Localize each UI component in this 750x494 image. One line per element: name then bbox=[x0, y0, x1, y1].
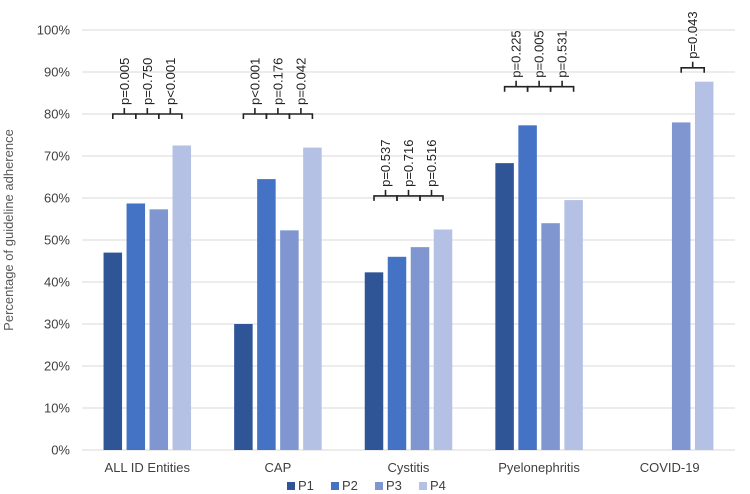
y-tick-label: 10% bbox=[44, 401, 70, 416]
legend-swatch bbox=[331, 482, 339, 490]
y-tick-label: 80% bbox=[44, 107, 70, 122]
bar-p2-3 bbox=[518, 125, 537, 450]
significance-annotations: p=0.005 p=0.750 p<0.001 p<0.001 p=0.176 p=0.0… bbox=[112, 11, 705, 201]
y-tick-label: 20% bbox=[44, 359, 70, 374]
x-category-label: ALL ID Entities bbox=[105, 460, 191, 475]
y-tick-label: 70% bbox=[44, 149, 70, 164]
p-value-label: p=0.043 bbox=[685, 11, 700, 58]
bar-p2-1 bbox=[257, 179, 276, 450]
bar-p2-2 bbox=[387, 256, 407, 450]
p-value-label: p=0.516 bbox=[424, 140, 439, 187]
significance-bracket bbox=[242, 108, 268, 119]
bar-p3-0 bbox=[149, 209, 169, 450]
legend-label: P1 bbox=[298, 478, 314, 493]
significance-bracket bbox=[419, 189, 444, 201]
legend-label: P4 bbox=[430, 478, 446, 493]
y-axis-label: Percentage of guideline adherence bbox=[1, 129, 16, 331]
bar-p3-4 bbox=[671, 122, 691, 451]
significance-bracket bbox=[265, 108, 291, 119]
bar-p3-2 bbox=[410, 247, 430, 450]
legend-label: P2 bbox=[342, 478, 358, 493]
bar-p1-2 bbox=[364, 272, 384, 450]
p-value-label: p=0.042 bbox=[293, 58, 308, 105]
legend-label: P3 bbox=[386, 478, 402, 493]
p-value-label: p=0.716 bbox=[401, 140, 416, 187]
significance-bracket bbox=[503, 80, 529, 92]
p-value-label: p=0.531 bbox=[555, 30, 570, 77]
legend: P1 P2 P3 P4 bbox=[287, 478, 446, 493]
x-axis-categories: ALL ID Entities CAP Cystitis Pyelonephritis… bbox=[105, 460, 700, 475]
legend-swatch bbox=[375, 482, 383, 490]
y-tick-label: 40% bbox=[44, 275, 70, 290]
p-value-label: p=0.005 bbox=[532, 30, 547, 77]
y-tick-label: 90% bbox=[44, 65, 70, 80]
bar-p3-1 bbox=[280, 230, 299, 450]
p-value-label: p=0.750 bbox=[140, 58, 155, 105]
significance-bracket bbox=[112, 108, 137, 119]
bar-p1-3 bbox=[495, 163, 514, 450]
significance-bracket bbox=[135, 108, 160, 119]
significance-bracket bbox=[549, 80, 575, 92]
bar-p4-4 bbox=[694, 81, 714, 450]
bar-p1-1 bbox=[234, 324, 253, 450]
p-value-label: p<0.001 bbox=[163, 58, 178, 105]
bar-p4-2 bbox=[433, 229, 453, 450]
p-value-label: p=0.537 bbox=[378, 140, 393, 187]
y-tick-label: 0% bbox=[51, 443, 70, 458]
bar-p4-0 bbox=[172, 145, 192, 450]
y-tick-label: 50% bbox=[44, 233, 70, 248]
bar-p4-3 bbox=[564, 200, 583, 450]
bars bbox=[103, 81, 714, 451]
x-category-label: Pyelonephritis bbox=[498, 460, 580, 475]
x-category-label: CAP bbox=[265, 460, 292, 475]
y-tick-label: 30% bbox=[44, 317, 70, 332]
bar-p3-3 bbox=[541, 223, 560, 450]
p-value-label: p<0.001 bbox=[247, 58, 262, 105]
p-value-label: p=0.225 bbox=[509, 30, 524, 77]
y-axis-ticks: 0% 10% 20% 30% 40% 50% 60% 70% 80% 90% 100% bbox=[37, 23, 71, 458]
significance-bracket bbox=[680, 61, 705, 73]
bar-p2-0 bbox=[126, 203, 146, 450]
legend-swatch bbox=[419, 482, 427, 490]
significance-bracket bbox=[158, 108, 183, 119]
y-tick-label: 60% bbox=[44, 191, 70, 206]
x-category-label: Cystitis bbox=[388, 460, 430, 475]
significance-bracket bbox=[396, 189, 421, 201]
bar-p4-1 bbox=[303, 147, 322, 450]
significance-bracket bbox=[373, 189, 398, 201]
p-value-label: p=0.005 bbox=[117, 58, 132, 105]
bar-p1-0 bbox=[103, 252, 123, 450]
p-value-label: p=0.176 bbox=[270, 58, 285, 105]
x-category-label: COVID-19 bbox=[640, 460, 700, 475]
significance-bracket bbox=[526, 80, 552, 92]
legend-swatch bbox=[287, 482, 295, 490]
significance-bracket bbox=[288, 108, 314, 119]
y-tick-label: 100% bbox=[37, 23, 71, 38]
